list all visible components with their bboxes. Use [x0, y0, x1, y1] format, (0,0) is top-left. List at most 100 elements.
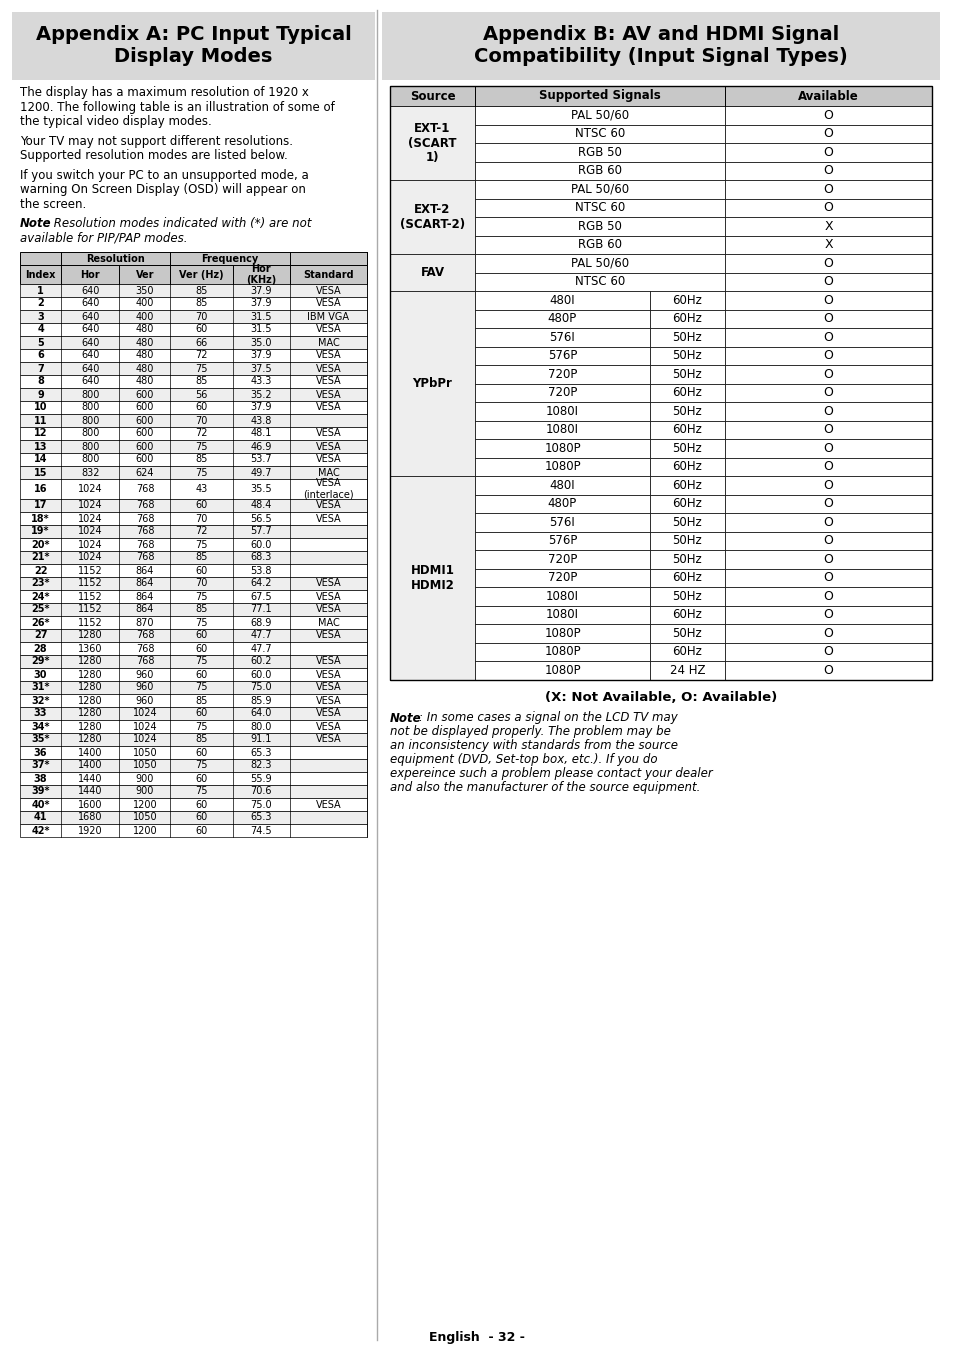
- Text: 60: 60: [195, 826, 208, 836]
- Text: 1080I: 1080I: [545, 423, 578, 437]
- Text: 20*: 20*: [31, 539, 50, 549]
- Text: 75: 75: [195, 468, 208, 477]
- Text: 85.9: 85.9: [251, 695, 272, 706]
- Bar: [649, 346, 724, 365]
- Text: an inconsistency with standards from the source: an inconsistency with standards from the…: [390, 740, 678, 753]
- Text: O: O: [822, 645, 833, 658]
- Text: 800: 800: [81, 403, 99, 412]
- Text: 85: 85: [195, 734, 208, 745]
- Bar: [649, 495, 724, 512]
- Bar: [649, 625, 724, 642]
- Bar: [649, 661, 724, 680]
- Text: 1024: 1024: [78, 553, 103, 562]
- Text: 50Hz: 50Hz: [672, 368, 701, 381]
- Bar: [724, 273, 931, 291]
- Text: 60: 60: [195, 669, 208, 680]
- Bar: [649, 384, 724, 402]
- Text: 50Hz: 50Hz: [672, 627, 701, 639]
- Text: 85: 85: [195, 604, 208, 615]
- Bar: [724, 402, 931, 420]
- Text: not be displayed properly. The problem may be: not be displayed properly. The problem m…: [390, 726, 670, 738]
- Text: 60Hz: 60Hz: [672, 645, 701, 658]
- Text: 1024: 1024: [132, 734, 157, 745]
- Text: 56.5: 56.5: [251, 514, 272, 523]
- Text: 60Hz: 60Hz: [672, 479, 701, 492]
- Text: 23*: 23*: [31, 579, 50, 588]
- Bar: [20, 642, 367, 654]
- Text: Available: Available: [798, 89, 858, 103]
- Text: Source: Source: [409, 89, 455, 103]
- Text: 1080I: 1080I: [545, 608, 578, 622]
- Bar: [724, 105, 931, 124]
- Text: VESA: VESA: [315, 722, 341, 731]
- Bar: [20, 323, 367, 337]
- Bar: [20, 772, 367, 786]
- Text: 60Hz: 60Hz: [672, 387, 701, 399]
- Text: 6: 6: [37, 350, 44, 361]
- Text: 1400: 1400: [78, 748, 102, 757]
- Text: 60Hz: 60Hz: [672, 312, 701, 326]
- Text: 60Hz: 60Hz: [672, 498, 701, 510]
- Text: O: O: [822, 498, 833, 510]
- Text: 49.7: 49.7: [251, 468, 272, 477]
- Text: Your TV may not support different resolutions.: Your TV may not support different resolu…: [20, 134, 293, 147]
- Text: 1280: 1280: [78, 630, 103, 641]
- Text: NTSC 60: NTSC 60: [575, 127, 624, 141]
- Bar: [724, 365, 931, 384]
- Text: 480: 480: [135, 338, 154, 347]
- Text: 60: 60: [195, 748, 208, 757]
- Text: VESA: VESA: [315, 324, 341, 334]
- Text: 17: 17: [33, 500, 48, 511]
- Text: 800: 800: [81, 429, 99, 438]
- Text: 60Hz: 60Hz: [672, 572, 701, 584]
- Text: O: O: [822, 164, 833, 177]
- Bar: [724, 346, 931, 365]
- Text: 15: 15: [33, 468, 48, 477]
- Text: 50Hz: 50Hz: [672, 442, 701, 454]
- Bar: [475, 512, 649, 531]
- Text: 18*: 18*: [31, 514, 50, 523]
- Text: EXT-2
(SCART-2): EXT-2 (SCART-2): [399, 203, 464, 231]
- Text: O: O: [822, 349, 833, 362]
- Text: and also the manufacturer of the source equipment.: and also the manufacturer of the source …: [390, 781, 700, 795]
- Text: 50Hz: 50Hz: [672, 589, 701, 603]
- Bar: [649, 642, 724, 661]
- Bar: [20, 337, 367, 349]
- Bar: [724, 310, 931, 329]
- Bar: [20, 427, 367, 439]
- Text: 960: 960: [135, 695, 154, 706]
- Bar: [475, 273, 724, 291]
- Text: 26*: 26*: [31, 618, 50, 627]
- Text: Ver: Ver: [135, 269, 154, 280]
- Bar: [20, 552, 367, 564]
- Text: 768: 768: [135, 539, 154, 549]
- Text: 864: 864: [135, 565, 154, 576]
- Text: (X: Not Available, O: Available): (X: Not Available, O: Available): [544, 691, 777, 704]
- Bar: [649, 531, 724, 550]
- Text: Appendix A: PC Input Typical
Display Modes: Appendix A: PC Input Typical Display Mod…: [35, 26, 351, 66]
- Text: 1360: 1360: [78, 644, 102, 653]
- Bar: [649, 439, 724, 457]
- Text: 68.9: 68.9: [251, 618, 272, 627]
- Text: 1: 1: [37, 285, 44, 296]
- Bar: [649, 476, 724, 495]
- Text: 50Hz: 50Hz: [672, 534, 701, 548]
- Text: 27: 27: [33, 630, 48, 641]
- Bar: [475, 384, 649, 402]
- Bar: [20, 603, 367, 617]
- Text: 60.2: 60.2: [251, 657, 272, 667]
- Text: 1050: 1050: [132, 760, 157, 771]
- Text: 720P: 720P: [547, 368, 577, 381]
- Bar: [475, 161, 724, 180]
- Text: 480: 480: [135, 350, 154, 361]
- Text: 1024: 1024: [78, 484, 103, 493]
- Text: O: O: [822, 460, 833, 473]
- Text: VESA: VESA: [315, 299, 341, 308]
- Text: O: O: [822, 404, 833, 418]
- Bar: [475, 531, 649, 550]
- Text: 60: 60: [195, 565, 208, 576]
- Text: 864: 864: [135, 604, 154, 615]
- Text: 1280: 1280: [78, 734, 103, 745]
- Text: 35.0: 35.0: [251, 338, 272, 347]
- Text: VESA
(interlace): VESA (interlace): [303, 479, 354, 500]
